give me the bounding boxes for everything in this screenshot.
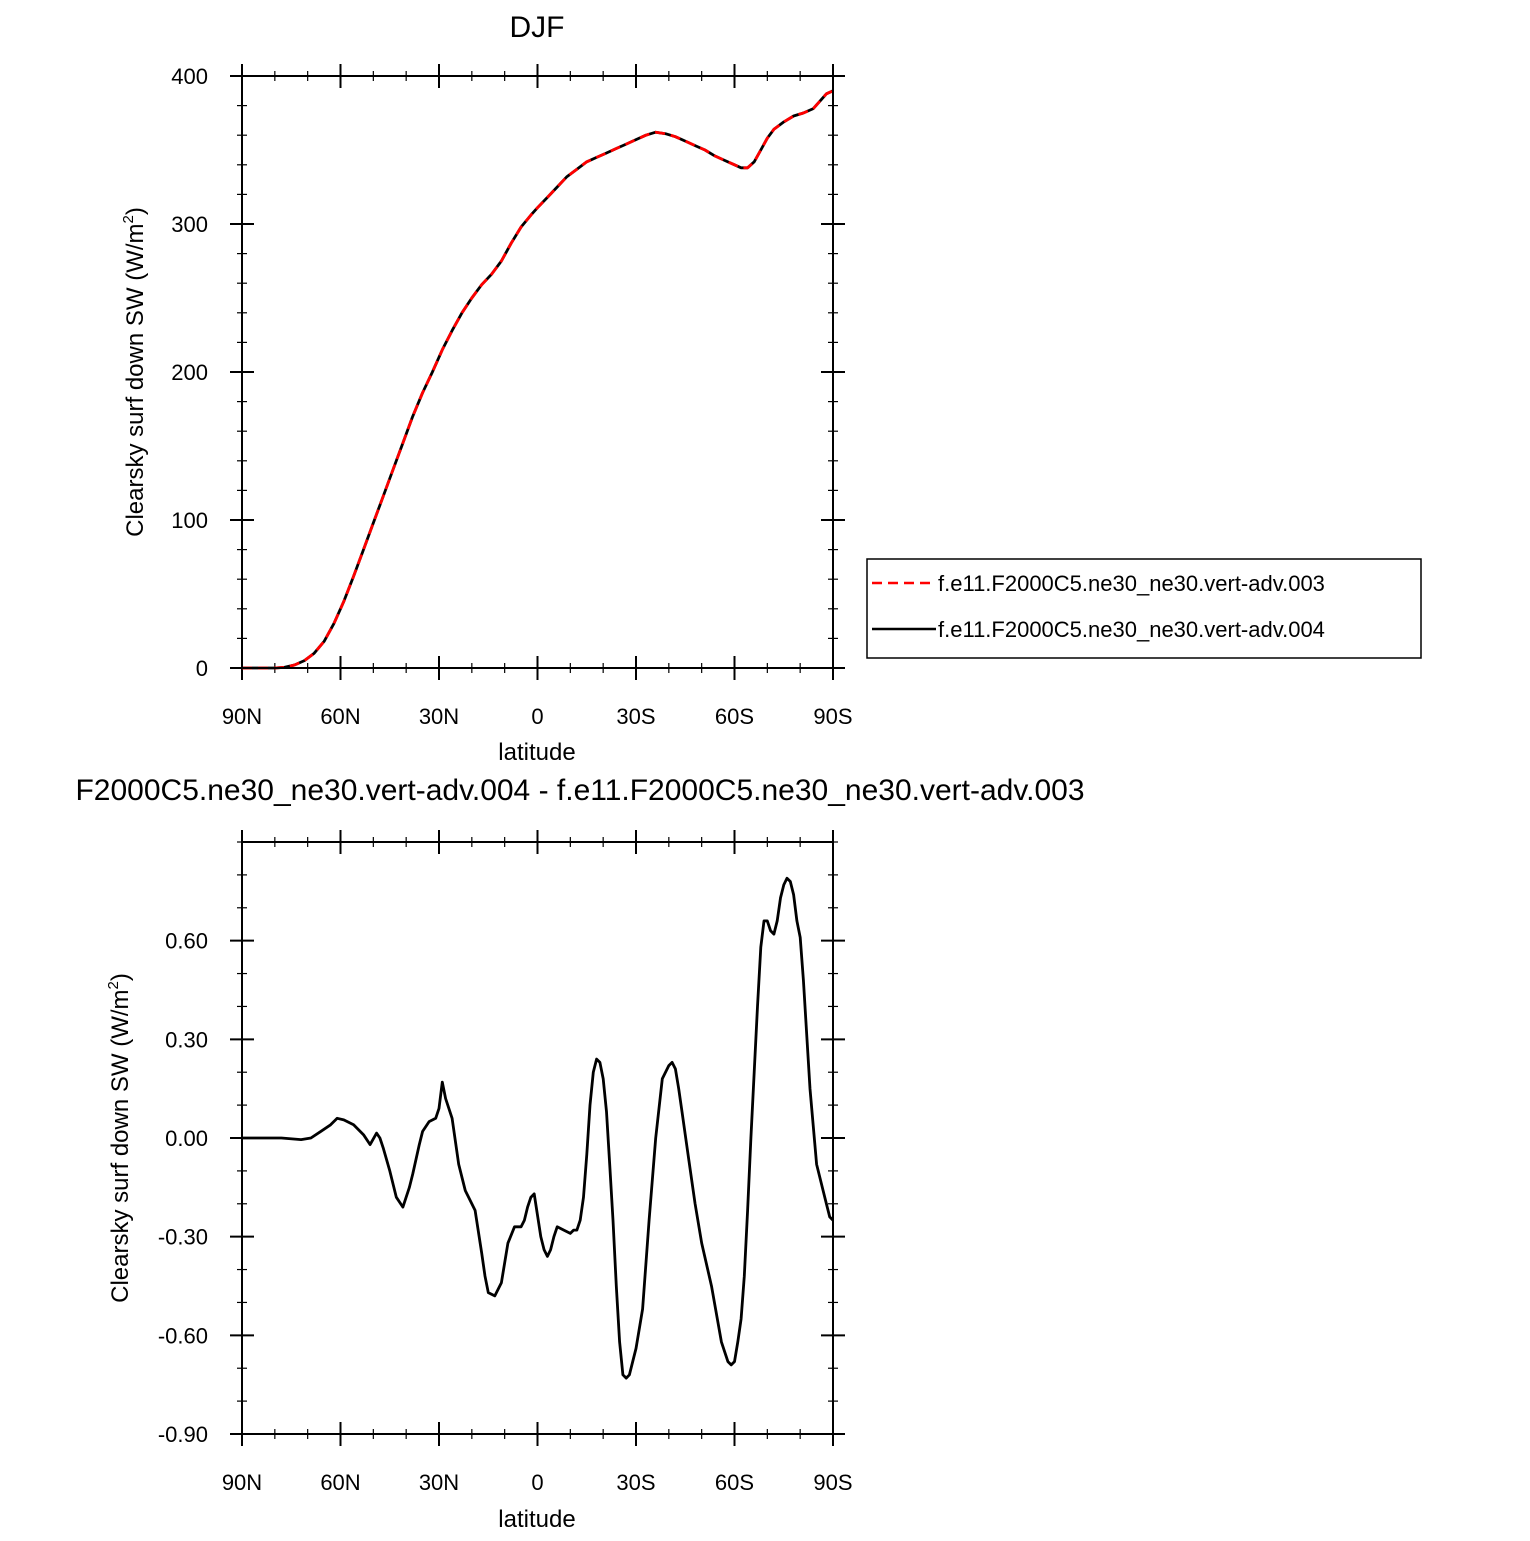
bottom-y-ticks: -0.90 -0.60 -0.30 0.00 0.30 0.60 — [158, 841, 845, 1447]
top-y-ticks: 0 100 200 300 400 — [171, 64, 845, 681]
top-series-lines — [242, 89, 834, 670]
bot-x-tick-label: 60S — [715, 1470, 754, 1495]
top-y-tick-label: 400 — [171, 64, 208, 89]
top-x-tick-label: 60N — [320, 704, 360, 729]
bottom-y-axis-label-main: Clearsky surf down SW (W/m — [107, 989, 134, 1302]
bot-y-tick-label: 0.30 — [165, 1027, 208, 1052]
bot-y-tick-label: 0.60 — [165, 929, 208, 954]
bottom-y-axis-label-superscript: 2 — [105, 981, 122, 989]
bot-series-line-0 — [242, 876, 834, 1380]
top-panel: DJF 0 100 200 300 400 90N 60N 30N 0 30S 60S 90S la… — [120, 11, 1422, 766]
bottom-chart-title: F2000C5.ne30_ne30.vert-adv.004 - f.e11.F… — [75, 774, 1084, 807]
legend-box — [866, 558, 1422, 659]
bot-y-tick-label: -0.30 — [158, 1225, 208, 1250]
top-series-line-0 — [242, 89, 834, 670]
top-x-tick-label: 30S — [616, 704, 655, 729]
bottom-panel: F2000C5.ne30_ne30.vert-adv.004 - f.e11.F… — [75, 774, 1084, 1533]
top-y-tick-label: 300 — [171, 212, 208, 237]
bottom-x-ticks: 90N 60N 30N 0 30S 60S 90S — [222, 830, 853, 1495]
bot-x-tick-label: 30S — [616, 1470, 655, 1495]
bot-y-tick-label: -0.90 — [158, 1422, 208, 1447]
top-x-tick-label: 30N — [419, 704, 459, 729]
top-plot-frame — [241, 75, 834, 669]
top-y-axis-label: Clearsky surf down SW (W/m2) — [120, 207, 149, 537]
top-y-tick-label: 0 — [196, 656, 208, 681]
bottom-y-axis-label: Clearsky surf down SW (W/m2) — [105, 973, 134, 1303]
top-y-tick-label: 200 — [171, 360, 208, 385]
top-x-tick-label: 0 — [531, 704, 543, 729]
legend-label-003: f.e11.F2000C5.ne30_ne30.vert-adv.003 — [938, 571, 1325, 596]
top-x-tick-label: 60S — [715, 704, 754, 729]
bot-x-tick-label: 0 — [531, 1470, 543, 1495]
top-x-axis-label: latitude — [498, 739, 575, 766]
bottom-x-axis-label: latitude — [498, 1506, 575, 1533]
top-y-axis-label-superscript: 2 — [120, 215, 137, 223]
top-chart-title: DJF — [510, 11, 565, 44]
bot-y-tick-label: 0.00 — [165, 1126, 208, 1151]
top-series-line-1 — [242, 89, 834, 670]
top-x-ticks: 90N 60N 30N 0 30S 60S 90S — [222, 64, 853, 729]
top-legend: f.e11.F2000C5.ne30_ne30.vert-adv.003 f.e… — [866, 558, 1422, 659]
bottom-series-lines — [242, 876, 834, 1380]
legend-label-004: f.e11.F2000C5.ne30_ne30.vert-adv.004 — [938, 617, 1325, 642]
bot-y-tick-label: -0.60 — [158, 1323, 208, 1348]
top-x-tick-label: 90S — [813, 704, 852, 729]
bottom-y-axis-label-close: ) — [107, 973, 134, 981]
top-x-tick-label: 90N — [222, 704, 262, 729]
bot-x-tick-label: 90N — [222, 1470, 262, 1495]
top-y-axis-label-close: ) — [122, 207, 149, 215]
bottom-plot-frame — [241, 841, 834, 1435]
bot-x-tick-label: 90S — [813, 1470, 852, 1495]
top-y-tick-label: 100 — [171, 508, 208, 533]
bot-x-tick-label: 30N — [419, 1470, 459, 1495]
top-y-axis-label-main: Clearsky surf down SW (W/m — [122, 223, 149, 536]
bot-x-tick-label: 60N — [320, 1470, 360, 1495]
